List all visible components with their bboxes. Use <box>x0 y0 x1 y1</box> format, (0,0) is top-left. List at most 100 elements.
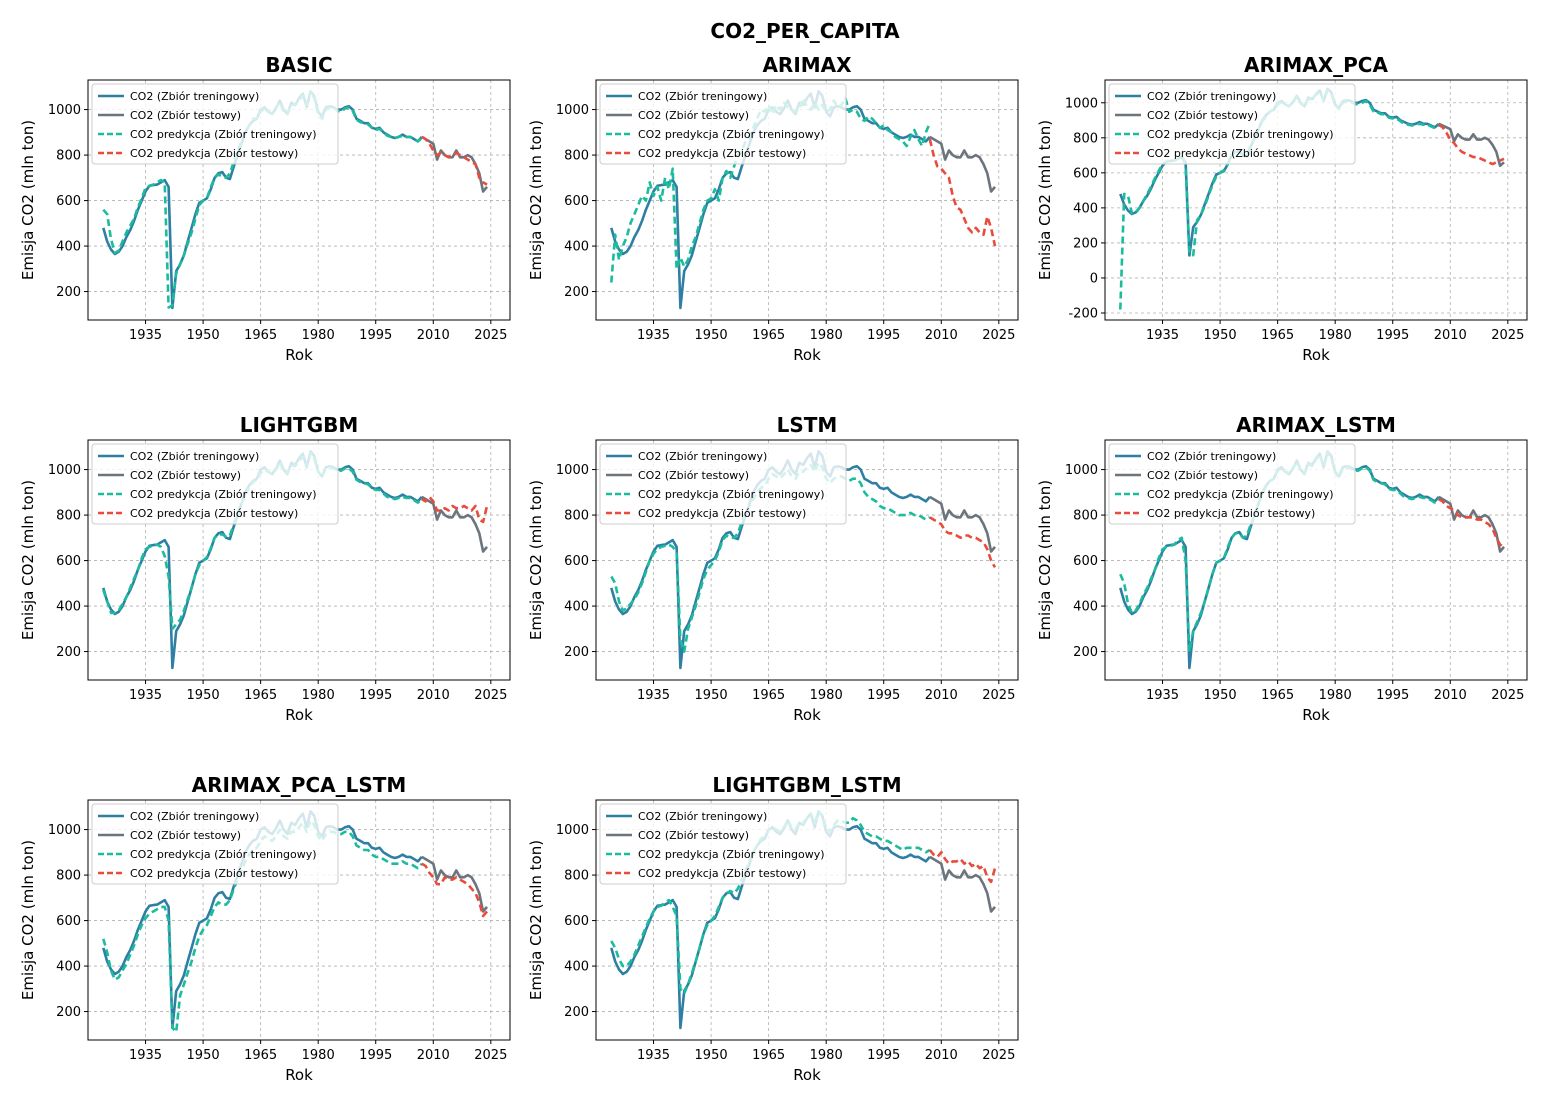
x-tick-label-5: 2010 <box>925 328 958 343</box>
x-axis-label: Rok <box>793 1066 821 1084</box>
y-axis-label: Emisja CO2 (mln ton) <box>527 480 545 640</box>
series-pred-test <box>421 135 488 186</box>
chart-panel-4: 1935 1950 1965 1980 1995 2010 2025 200 400 600 800… <box>19 413 511 724</box>
plot-frame <box>87 799 511 1041</box>
plot-frame <box>87 79 511 321</box>
chart-panel-6: 1935 1950 1965 1980 1995 2010 2025 200 400 600 800… <box>1036 413 1528 724</box>
y-tick-label-1: 400 <box>56 600 81 615</box>
x-tick-label-4: 1995 <box>867 688 900 703</box>
legend: CO2 (Zbiór treningowy) CO2 (Zbiór testowy… <box>91 83 339 165</box>
series-actual-test <box>929 855 996 913</box>
series-pred-test <box>1438 497 1505 549</box>
y-axis-label: Emisja CO2 (mln ton) <box>1036 120 1054 280</box>
chart-panel-1: 1935 1950 1965 1980 1995 2010 2025 200 400 600 800… <box>19 53 511 364</box>
series-pred-test <box>928 138 997 247</box>
x-tick-label-6: 2025 <box>1491 328 1524 343</box>
legend: CO2 (Zbiór treningowy) CO2 (Zbiór testowy… <box>599 83 847 165</box>
y-tick-label-0: 200 <box>56 645 81 660</box>
legend-box <box>91 443 339 525</box>
legend-label-1: CO2 (Zbiór treningowy) <box>130 90 259 103</box>
y-axis-label: Emisja CO2 (mln ton) <box>19 480 37 640</box>
x-tick-label-2: 1965 <box>752 1048 785 1063</box>
legend-label-4: CO2 predykcja (Zbiór testowy) <box>638 507 806 520</box>
chart-title: ARIMAX <box>762 53 852 77</box>
x-tick-label-3: 1980 <box>302 328 335 343</box>
legend: CO2 (Zbiór treningowy) CO2 (Zbiór testowy… <box>1108 83 1356 165</box>
y-tick-label-3: 400 <box>1073 201 1098 216</box>
y-tick-label-2: 600 <box>56 554 81 569</box>
legend-box <box>599 803 847 885</box>
plot-frame <box>595 79 1019 321</box>
y-axis-label: Emisja CO2 (mln ton) <box>527 120 545 280</box>
series-pred-test <box>1438 123 1505 166</box>
x-tick-label-2: 1965 <box>244 688 277 703</box>
y-tick-label-4: 1000 <box>48 103 81 118</box>
y-tick-label-4: 1000 <box>556 103 589 118</box>
y-tick-label-3: 800 <box>564 149 589 164</box>
x-tick-label-5: 2010 <box>925 1048 958 1063</box>
chart-title: LIGHTGBM <box>240 413 359 437</box>
x-tick-label-3: 1980 <box>810 1048 843 1063</box>
legend: CO2 (Zbiór treningowy) CO2 (Zbiór testowy… <box>1108 443 1356 525</box>
x-tick-label-3: 1980 <box>810 688 843 703</box>
x-tick-label-3: 1980 <box>302 1048 335 1063</box>
legend-label-1: CO2 (Zbiór treningowy) <box>638 90 767 103</box>
x-tick-label-6: 2025 <box>1491 688 1524 703</box>
x-tick-label-0: 1935 <box>637 328 670 343</box>
y-tick-label-1: 400 <box>56 240 81 255</box>
x-tick-label-0: 1935 <box>1146 688 1179 703</box>
y-tick-label-5: 800 <box>1073 131 1098 146</box>
x-tick-label-5: 2010 <box>417 688 450 703</box>
x-tick-label-1: 1950 <box>695 1048 728 1063</box>
x-tick-label-1: 1950 <box>1204 328 1237 343</box>
legend-label-2: CO2 (Zbiór testowy) <box>130 469 241 482</box>
x-tick-label-1: 1950 <box>695 688 728 703</box>
y-tick-label-3: 800 <box>56 509 81 524</box>
legend-label-1: CO2 (Zbiór treningowy) <box>638 810 767 823</box>
y-tick-label-4: 1000 <box>556 823 589 838</box>
series-actual-test <box>421 855 488 913</box>
legend-box <box>91 803 339 885</box>
x-axis-label: Rok <box>285 346 313 364</box>
legend-label-2: CO2 (Zbiór testowy) <box>1147 469 1258 482</box>
x-tick-label-6: 2025 <box>982 1048 1015 1063</box>
legend-label-3: CO2 predykcja (Zbiór treningowy) <box>638 848 825 861</box>
legend: CO2 (Zbiór treningowy) CO2 (Zbiór testowy… <box>91 443 339 525</box>
y-axis-label: Emisja CO2 (mln ton) <box>527 840 545 1000</box>
x-axis-label: Rok <box>285 706 313 724</box>
y-tick-label-0: 200 <box>56 1005 81 1020</box>
x-tick-label-2: 1965 <box>1261 688 1294 703</box>
legend-label-4: CO2 predykcja (Zbiór testowy) <box>130 507 298 520</box>
x-tick-label-2: 1965 <box>244 328 277 343</box>
y-tick-label-0: 200 <box>564 645 589 660</box>
x-axis-label: Rok <box>1302 706 1330 724</box>
y-tick-label-2: 600 <box>56 914 81 929</box>
y-tick-label-3: 800 <box>564 869 589 884</box>
series-pred-test <box>421 862 488 918</box>
legend-box <box>599 443 847 525</box>
y-tick-label-1: 400 <box>56 960 81 975</box>
x-tick-label-5: 2010 <box>1434 688 1467 703</box>
y-tick-label-2: 600 <box>564 914 589 929</box>
chart-title: ARIMAX_LSTM <box>1236 413 1396 437</box>
x-tick-label-5: 2010 <box>417 328 450 343</box>
x-tick-label-4: 1995 <box>359 1048 392 1063</box>
y-tick-label-2: 600 <box>564 554 589 569</box>
legend-label-3: CO2 predykcja (Zbiór treningowy) <box>130 848 317 861</box>
y-tick-label-4: 1000 <box>48 823 81 838</box>
plot-frame <box>1104 439 1528 681</box>
legend: CO2 (Zbiór treningowy) CO2 (Zbiór testowy… <box>599 443 847 525</box>
y-tick-label-3: 800 <box>1073 509 1098 524</box>
y-tick-label-1: 400 <box>564 960 589 975</box>
plot-frame <box>87 439 511 681</box>
x-tick-label-3: 1980 <box>302 688 335 703</box>
series-actual-test <box>421 495 488 553</box>
legend-label-3: CO2 predykcja (Zbiór treningowy) <box>638 488 825 501</box>
x-tick-label-1: 1950 <box>695 328 728 343</box>
x-tick-label-5: 2010 <box>417 1048 450 1063</box>
x-tick-label-2: 1965 <box>244 1048 277 1063</box>
x-tick-label-3: 1980 <box>810 328 843 343</box>
y-tick-label-0: 200 <box>564 1005 589 1020</box>
